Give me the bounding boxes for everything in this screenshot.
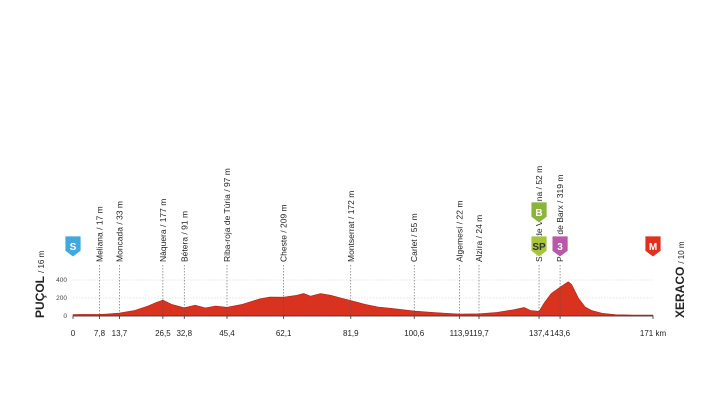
x-tick-label: 137,4 — [529, 329, 550, 338]
x-tick-label: 62,1 — [276, 329, 292, 338]
waypoint-label: Meliana / 17 m — [94, 206, 104, 262]
start-label: PUÇOL / 16 m — [33, 250, 47, 318]
waypoint-label: Cheste / 209 m — [279, 204, 289, 262]
waypoint-label: Carlet / 55 m — [409, 213, 419, 262]
climb-badge — [551, 235, 569, 258]
start-name: PUÇOL — [33, 276, 47, 318]
finish-name: XERACO — [673, 267, 687, 318]
y-tick-label: 200 — [56, 295, 67, 302]
y-tick-label: 0 — [63, 313, 67, 320]
x-tick-label: 171 km — [640, 329, 667, 338]
x-tick-label: 119,7 — [469, 329, 489, 338]
waypoint-label: Nàquera / 177 m — [158, 199, 168, 262]
x-tick-label: 7,8 — [94, 329, 106, 338]
y-tick-label: 400 — [56, 277, 67, 284]
finish-label: XERACO / 10 m — [673, 241, 687, 318]
x-tick-label: 81,9 — [343, 329, 359, 338]
x-tick-label: 113,9 — [450, 329, 470, 338]
x-tick-label: 0 — [71, 329, 76, 338]
x-tick-label: 45,4 — [219, 329, 235, 338]
waypoint-label: Alzira / 24 m — [474, 215, 484, 262]
start-badge-text: S — [70, 242, 77, 253]
x-tick-label: 13,7 — [112, 329, 128, 338]
waypoint-label: Riba-roja de Túria / 97 m — [222, 168, 232, 262]
x-tick-label: 26,5 — [155, 329, 171, 338]
climb-badge-text: 3 — [557, 242, 563, 253]
finish-altitude: / 10 m — [677, 241, 686, 264]
bonus-badge — [530, 201, 548, 224]
start-altitude: / 16 m — [37, 250, 46, 273]
waypoint-label: Algemesí / 22 m — [454, 201, 464, 262]
sprint-badge — [530, 235, 548, 258]
start-badge — [64, 235, 82, 258]
waypoint-label: Moncada / 33 m — [114, 201, 124, 262]
waypoint-label: Puerto de Barx / 319 m — [555, 175, 565, 262]
bonus-badge-text: B — [535, 208, 542, 219]
x-tick-label: 32,8 — [176, 329, 192, 338]
waypoint-label: Bétera / 91 m — [179, 211, 189, 262]
elevation-area — [72, 281, 654, 317]
waypoint-label: Montserrat / 172 m — [346, 191, 356, 262]
finish-badge-text: M — [649, 242, 657, 253]
x-tick-label: 100,6 — [404, 329, 425, 338]
sprint-badge-text: SP — [532, 242, 546, 253]
x-tick-label: 143,6 — [550, 329, 571, 338]
finish-badge — [644, 235, 662, 258]
